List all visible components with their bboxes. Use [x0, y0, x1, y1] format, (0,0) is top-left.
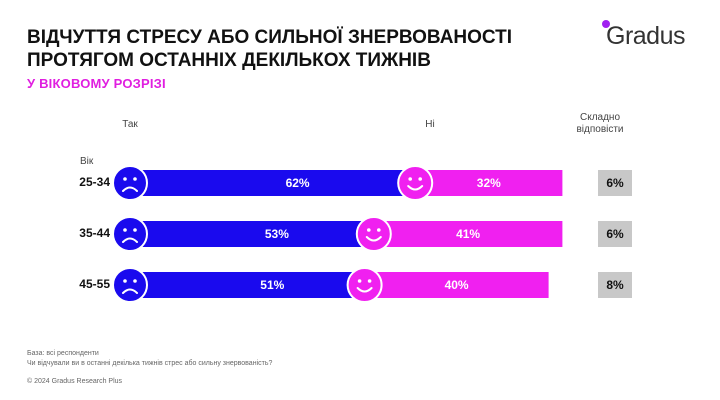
bar-no-45-55 [364, 272, 549, 298]
label-hard-45-55: 8% [606, 278, 624, 292]
bar-yes-35-44 [130, 221, 374, 247]
sad-face-icon-25-34 [112, 165, 148, 201]
bar-yes-45-55 [130, 272, 365, 298]
gradus-logo: Gradus [600, 18, 710, 58]
logo-dot-icon [602, 20, 610, 28]
bar-hard-45-55 [598, 272, 632, 298]
column-header-yes: Так [122, 119, 138, 130]
smiling-face-icon-35-44 [355, 216, 392, 252]
smiling-face-icon-45-55 [346, 267, 383, 303]
label-hard-35-44: 6% [606, 227, 624, 241]
label-no-25-34: 32% [477, 176, 501, 190]
label-no-45-55: 40% [445, 278, 469, 292]
column-header-hard: Складно відповісти [560, 112, 640, 136]
title-line-1: ВІДЧУТТЯ СТРЕСУ АБО СИЛЬНОЇ ЗНЕРВОВАНОСТ… [27, 27, 513, 48]
chart-title: ВІДЧУТТЯ СТРЕСУ АБО СИЛЬНОЇ ЗНЕРВОВАНОСТ… [27, 26, 587, 72]
bar-hard-35-44 [598, 221, 632, 247]
column-header-hard-line1: Складно [579, 112, 621, 123]
age-header: Вік [80, 156, 94, 167]
bar-yes-25-34 [130, 170, 416, 196]
chart-subtitle: У ВІКОВОМУ РОЗРІЗІ [27, 76, 166, 91]
footer-base: База: всі респонденти [27, 350, 99, 357]
age-label-45-55: 45-55 [79, 277, 110, 291]
label-yes-35-44: 53% [265, 227, 289, 241]
sad-face-icon-45-55 [112, 267, 148, 303]
age-label-25-34: 25-34 [79, 175, 110, 189]
sad-face-icon-35-44 [112, 216, 148, 252]
label-yes-25-34: 62% [286, 176, 310, 190]
bar-no-35-44 [373, 221, 563, 247]
logo-text: Gradus [606, 22, 685, 50]
column-header-hard-line2: відповісти [576, 124, 624, 135]
label-yes-45-55: 51% [260, 278, 284, 292]
label-hard-25-34: 6% [606, 176, 624, 190]
bar-no-25-34 [415, 170, 563, 196]
footer-copyright: © 2024 Gradus Research Plus [27, 378, 123, 385]
title-line-2: ПРОТЯГОМ ОСТАННІХ ДЕКІЛЬКОХ ТИЖНІВ [27, 50, 431, 71]
bar-hard-25-34 [598, 170, 632, 196]
label-no-35-44: 41% [456, 227, 480, 241]
age-label-35-44: 35-44 [79, 226, 110, 240]
smiling-face-icon-25-34 [397, 165, 434, 201]
footer-question: Чи відчували ви в останні декілька тижні… [27, 360, 273, 367]
column-header-no: Ні [425, 119, 435, 130]
